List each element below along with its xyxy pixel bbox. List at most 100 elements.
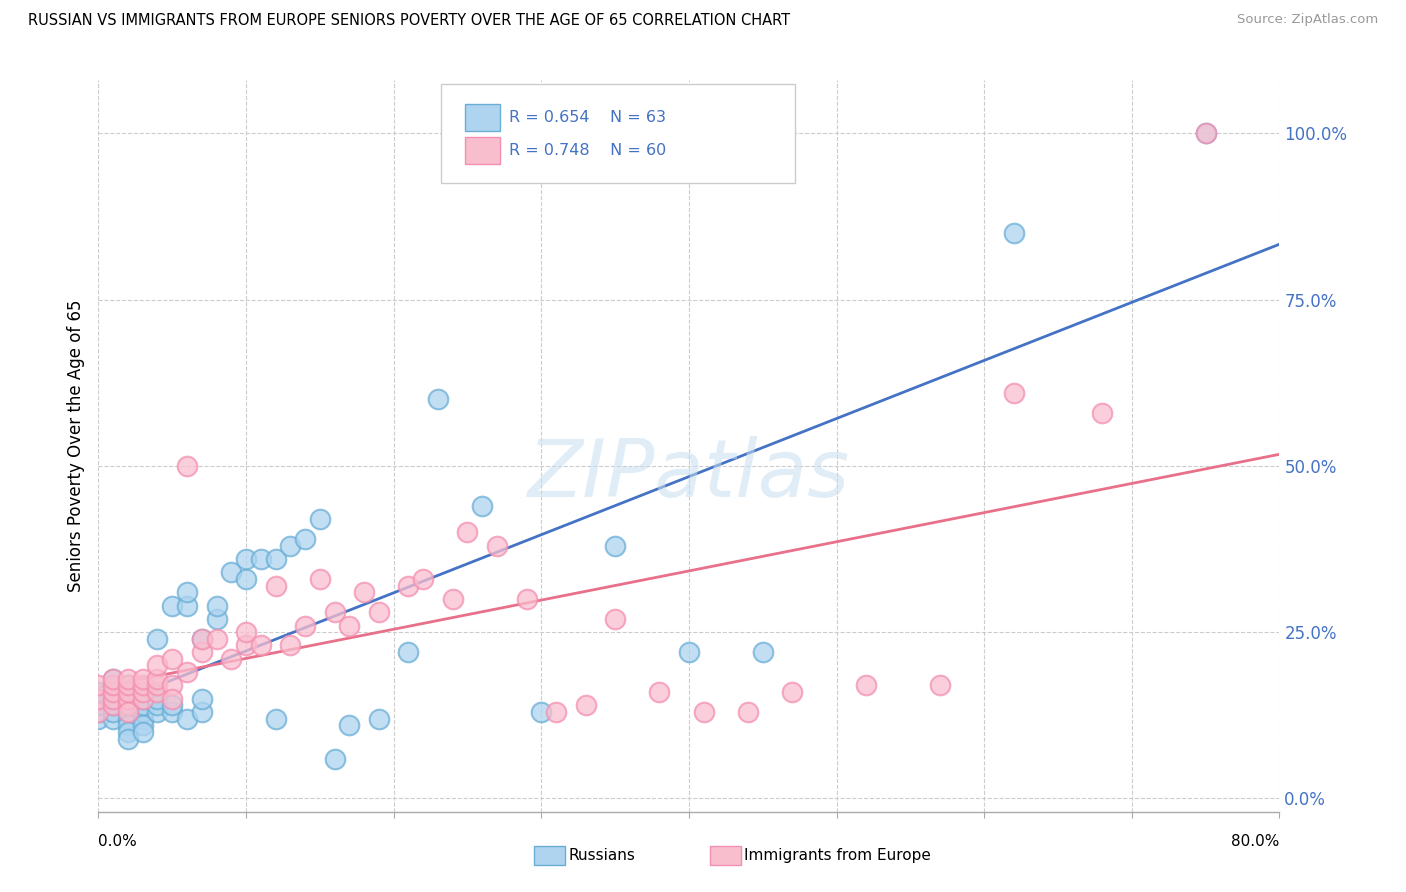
Point [117,691,139,706]
Point [1002,226,1025,240]
Point [162,691,183,706]
Point [87,712,110,726]
Point [427,392,450,407]
Point [87,691,110,706]
Point [117,685,139,699]
Point [323,751,346,765]
Point [162,705,183,719]
Point [368,605,391,619]
Point [117,712,139,726]
Point [191,632,214,646]
Point [103,698,125,713]
Point [191,705,214,719]
Point [574,698,596,713]
Point [339,718,360,732]
Point [146,705,169,719]
Text: RUSSIAN VS IMMIGRANTS FROM EUROPE SENIORS POVERTY OVER THE AGE OF 65 CORRELATION: RUSSIAN VS IMMIGRANTS FROM EUROPE SENIOR… [28,13,790,29]
Point [146,658,169,673]
Point [219,566,242,580]
Point [162,599,183,613]
Point [323,605,346,619]
Point [737,705,759,719]
Point [103,712,125,726]
Point [441,591,464,606]
Point [87,705,110,719]
Point [117,685,139,699]
Point [87,678,110,692]
Point [176,585,198,599]
Point [87,685,110,699]
Point [117,725,139,739]
Text: 0.0%: 0.0% [98,834,138,849]
Point [928,678,950,692]
Point [117,698,139,713]
Point [205,599,228,613]
Point [132,678,155,692]
Point [191,691,214,706]
Point [103,672,125,686]
Point [1091,406,1114,420]
Point [191,632,214,646]
Point [250,552,273,566]
Point [176,712,198,726]
Point [132,691,155,706]
Point [176,599,198,613]
Point [339,618,360,632]
Point [205,612,228,626]
Point [146,698,169,713]
Point [693,705,716,719]
Point [87,705,110,719]
Point [1195,127,1218,141]
Point [132,718,155,732]
Point [117,698,139,713]
Point [486,539,509,553]
Point [132,685,155,699]
Point [132,725,155,739]
Point [1002,385,1025,400]
Point [264,552,287,566]
Y-axis label: Seniors Poverty Over the Age of 65: Seniors Poverty Over the Age of 65 [67,300,86,592]
Point [87,698,110,713]
Text: Source: ZipAtlas.com: Source: ZipAtlas.com [1237,13,1378,27]
Point [278,639,302,653]
Point [515,591,537,606]
Point [146,685,169,699]
Point [546,705,568,719]
Text: R = 0.748    N = 60: R = 0.748 N = 60 [509,143,666,158]
Point [132,698,155,713]
Point [751,645,773,659]
Point [103,685,125,699]
Point [530,705,553,719]
Point [855,678,877,692]
FancyBboxPatch shape [441,84,796,183]
Point [117,705,139,719]
Point [1195,127,1218,141]
Point [103,698,125,713]
Point [471,499,494,513]
Point [162,698,183,713]
Text: Immigrants from Europe: Immigrants from Europe [744,848,931,863]
Point [103,691,125,706]
Point [605,612,627,626]
Point [412,572,434,586]
Point [264,712,287,726]
Point [87,691,110,706]
Point [117,672,139,686]
Point [162,678,183,692]
Point [103,685,125,699]
Point [294,532,316,546]
Point [205,632,228,646]
Point [132,691,155,706]
Point [146,691,169,706]
Point [176,458,198,473]
Text: 80.0%: 80.0% [1232,834,1279,849]
Point [103,705,125,719]
Point [162,652,183,666]
Point [264,579,287,593]
Point [103,678,125,692]
Point [103,691,125,706]
FancyBboxPatch shape [464,136,501,164]
Point [146,678,169,692]
Point [368,712,391,726]
Point [146,672,169,686]
